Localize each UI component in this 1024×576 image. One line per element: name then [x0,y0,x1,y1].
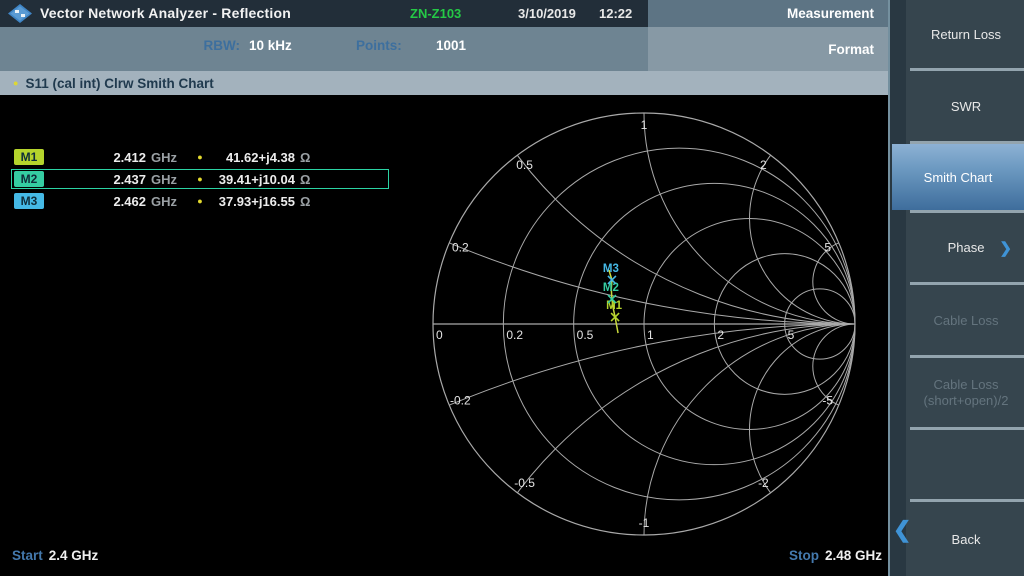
marker-freq-unit: GHz [151,171,177,187]
marker-badge-m1: M1 [14,149,44,165]
softkey-phase[interactable]: Phase ❯ [908,213,1024,282]
marker-dot-icon: ● [197,152,203,162]
softkey-back[interactable]: Back [908,502,1024,576]
smith-chart: 0 0.2 0.5 1 2 5 0.2 -0.2 0.5 -0.5 1 -1 2 -2 5 -5 M1 M2 M3 [432,112,856,536]
trace-bullet-icon: ● [13,78,19,88]
marker-badge-m2: M2 [14,171,44,187]
svg-text:-5: -5 [822,394,833,408]
rbw-value: 10 kHz [249,38,292,53]
marker-impedance-unit: Ω [300,149,311,165]
svg-text:0.2: 0.2 [452,240,469,254]
date-display: 3/10/2019 [518,6,576,21]
svg-text:1: 1 [641,118,648,132]
softkey-label: Back [951,531,981,547]
marker-impedance: 39.41+j10.04 [218,171,295,187]
stop-frequency-readout[interactable]: Stop 2.48 GHz [789,548,882,563]
marker-impedance-unit: Ω [300,193,311,209]
sidebar-strip [890,0,906,576]
softkey-divider [910,68,1024,71]
softkey-label: SWR [950,98,982,114]
softkey-sidebar: Return Loss SWR Smith Chart Phase ❯ Cabl… [888,0,1024,576]
marker-table: M1 2.412 GHz ● 41.62+j4.38 Ω M2 2.437 GH… [11,147,389,213]
app-title: Vector Network Analyzer - Reflection [40,5,291,21]
softkey-return-loss[interactable]: Return Loss [908,0,1024,68]
marker-impedance: 41.62+j4.38 [225,149,295,165]
marker-dot-icon: ● [197,196,203,206]
top-bar: Vector Network Analyzer - Reflection ZN-… [0,0,648,27]
start-frequency-readout[interactable]: Start 2.4 GHz [12,548,98,563]
trace-header-label: S11 (cal int) Clrw Smith Chart [25,75,214,91]
tab-measurement-label: Measurement [786,6,874,21]
points-label: Points: [356,38,402,53]
smith-chart-plot-area: 0 0.2 0.5 1 2 5 0.2 -0.2 0.5 -0.5 1 -1 2 -2 5 -5 M1 M2 M3 … [0,95,888,576]
marker-impedance: 37.93+j16.55 [218,193,295,209]
marker-freq: 2.437 [113,171,146,187]
svg-text:M2: M2 [603,282,619,294]
softkey-divider [910,141,1024,144]
start-value: 2.4 GHz [48,548,99,563]
softkey-divider [910,210,1024,213]
svg-text:-2: -2 [758,476,769,490]
svg-text:M1: M1 [606,300,623,312]
tab-format-label: Format [828,41,874,57]
submenu-chevron-icon: ❯ [999,239,1012,257]
svg-text:2: 2 [760,158,767,172]
stop-value: 2.48 GHz [824,548,882,563]
stop-label: Stop [788,548,819,563]
svg-text:5: 5 [824,240,831,254]
option-badge: ZN-Z103 [410,6,462,21]
trace-header[interactable]: ● S11 (cal int) Clrw Smith Chart [0,71,888,95]
tab-format[interactable]: Format [648,27,888,71]
softkey-cable-loss-short-open[interactable]: Cable Loss (short+open)/2 [908,358,1024,427]
marker-row[interactable]: M3 2.462 GHz ● 37.93+j16.55 Ω [11,191,389,211]
svg-text:-1: -1 [639,516,650,530]
svg-text:-0.2: -0.2 [450,394,471,408]
start-label: Start [12,548,43,563]
softkey-smith-chart[interactable]: Smith Chart [892,144,1024,210]
marker-freq: 2.412 [113,149,146,165]
tab-measurement[interactable]: Measurement [648,0,888,27]
svg-text:5: 5 [788,328,795,342]
back-chevron-icon: ❮ [893,517,912,542]
rohde-schwarz-logo-icon [8,4,32,23]
svg-text:-0.5: -0.5 [514,476,535,490]
softkey-label-line1: Cable Loss [933,376,999,392]
marker-dot-icon: ● [197,174,203,184]
marker-freq-unit: GHz [151,149,177,165]
softkey-label-line2: (short+open)/2 [923,392,1009,408]
time-display: 12:22 [599,6,633,21]
softkey-divider [910,427,1024,430]
softkey-empty [908,430,1024,499]
svg-text:M3: M3 [603,263,619,275]
svg-text:0: 0 [436,328,443,342]
svg-text:1: 1 [647,328,654,342]
marker-impedance-unit: Ω [300,171,311,187]
svg-text:0.5: 0.5 [577,328,594,342]
marker-freq-unit: GHz [151,193,177,209]
marker-badge-m3: M3 [14,193,44,209]
svg-text:0.2: 0.2 [506,328,523,342]
softkey-label: Smith Chart [923,169,993,185]
softkey-divider [910,499,1024,502]
softkey-swr[interactable]: SWR [908,71,1024,141]
sweep-settings-bar: RBW: 10 kHz Points: 1001 [0,27,648,71]
rbw-label: RBW: [203,38,241,53]
softkey-cable-loss[interactable]: Cable Loss [908,285,1024,355]
svg-text:0.5: 0.5 [516,158,533,172]
softkey-divider [910,355,1024,358]
svg-text:2: 2 [717,328,724,342]
softkey-label: Cable Loss [933,312,999,328]
points-value: 1001 [436,38,467,53]
marker-freq: 2.462 [113,193,146,209]
softkey-label: Phase [947,240,985,255]
softkey-label: Cable Loss (short+open)/2 [924,377,1009,409]
marker-row[interactable]: M1 2.412 GHz ● 41.62+j4.38 Ω [11,147,389,167]
softkey-divider [910,282,1024,285]
softkey-label: Return Loss [930,26,1002,42]
marker-row[interactable]: M2 2.437 GHz ● 39.41+j10.04 Ω [11,169,389,189]
